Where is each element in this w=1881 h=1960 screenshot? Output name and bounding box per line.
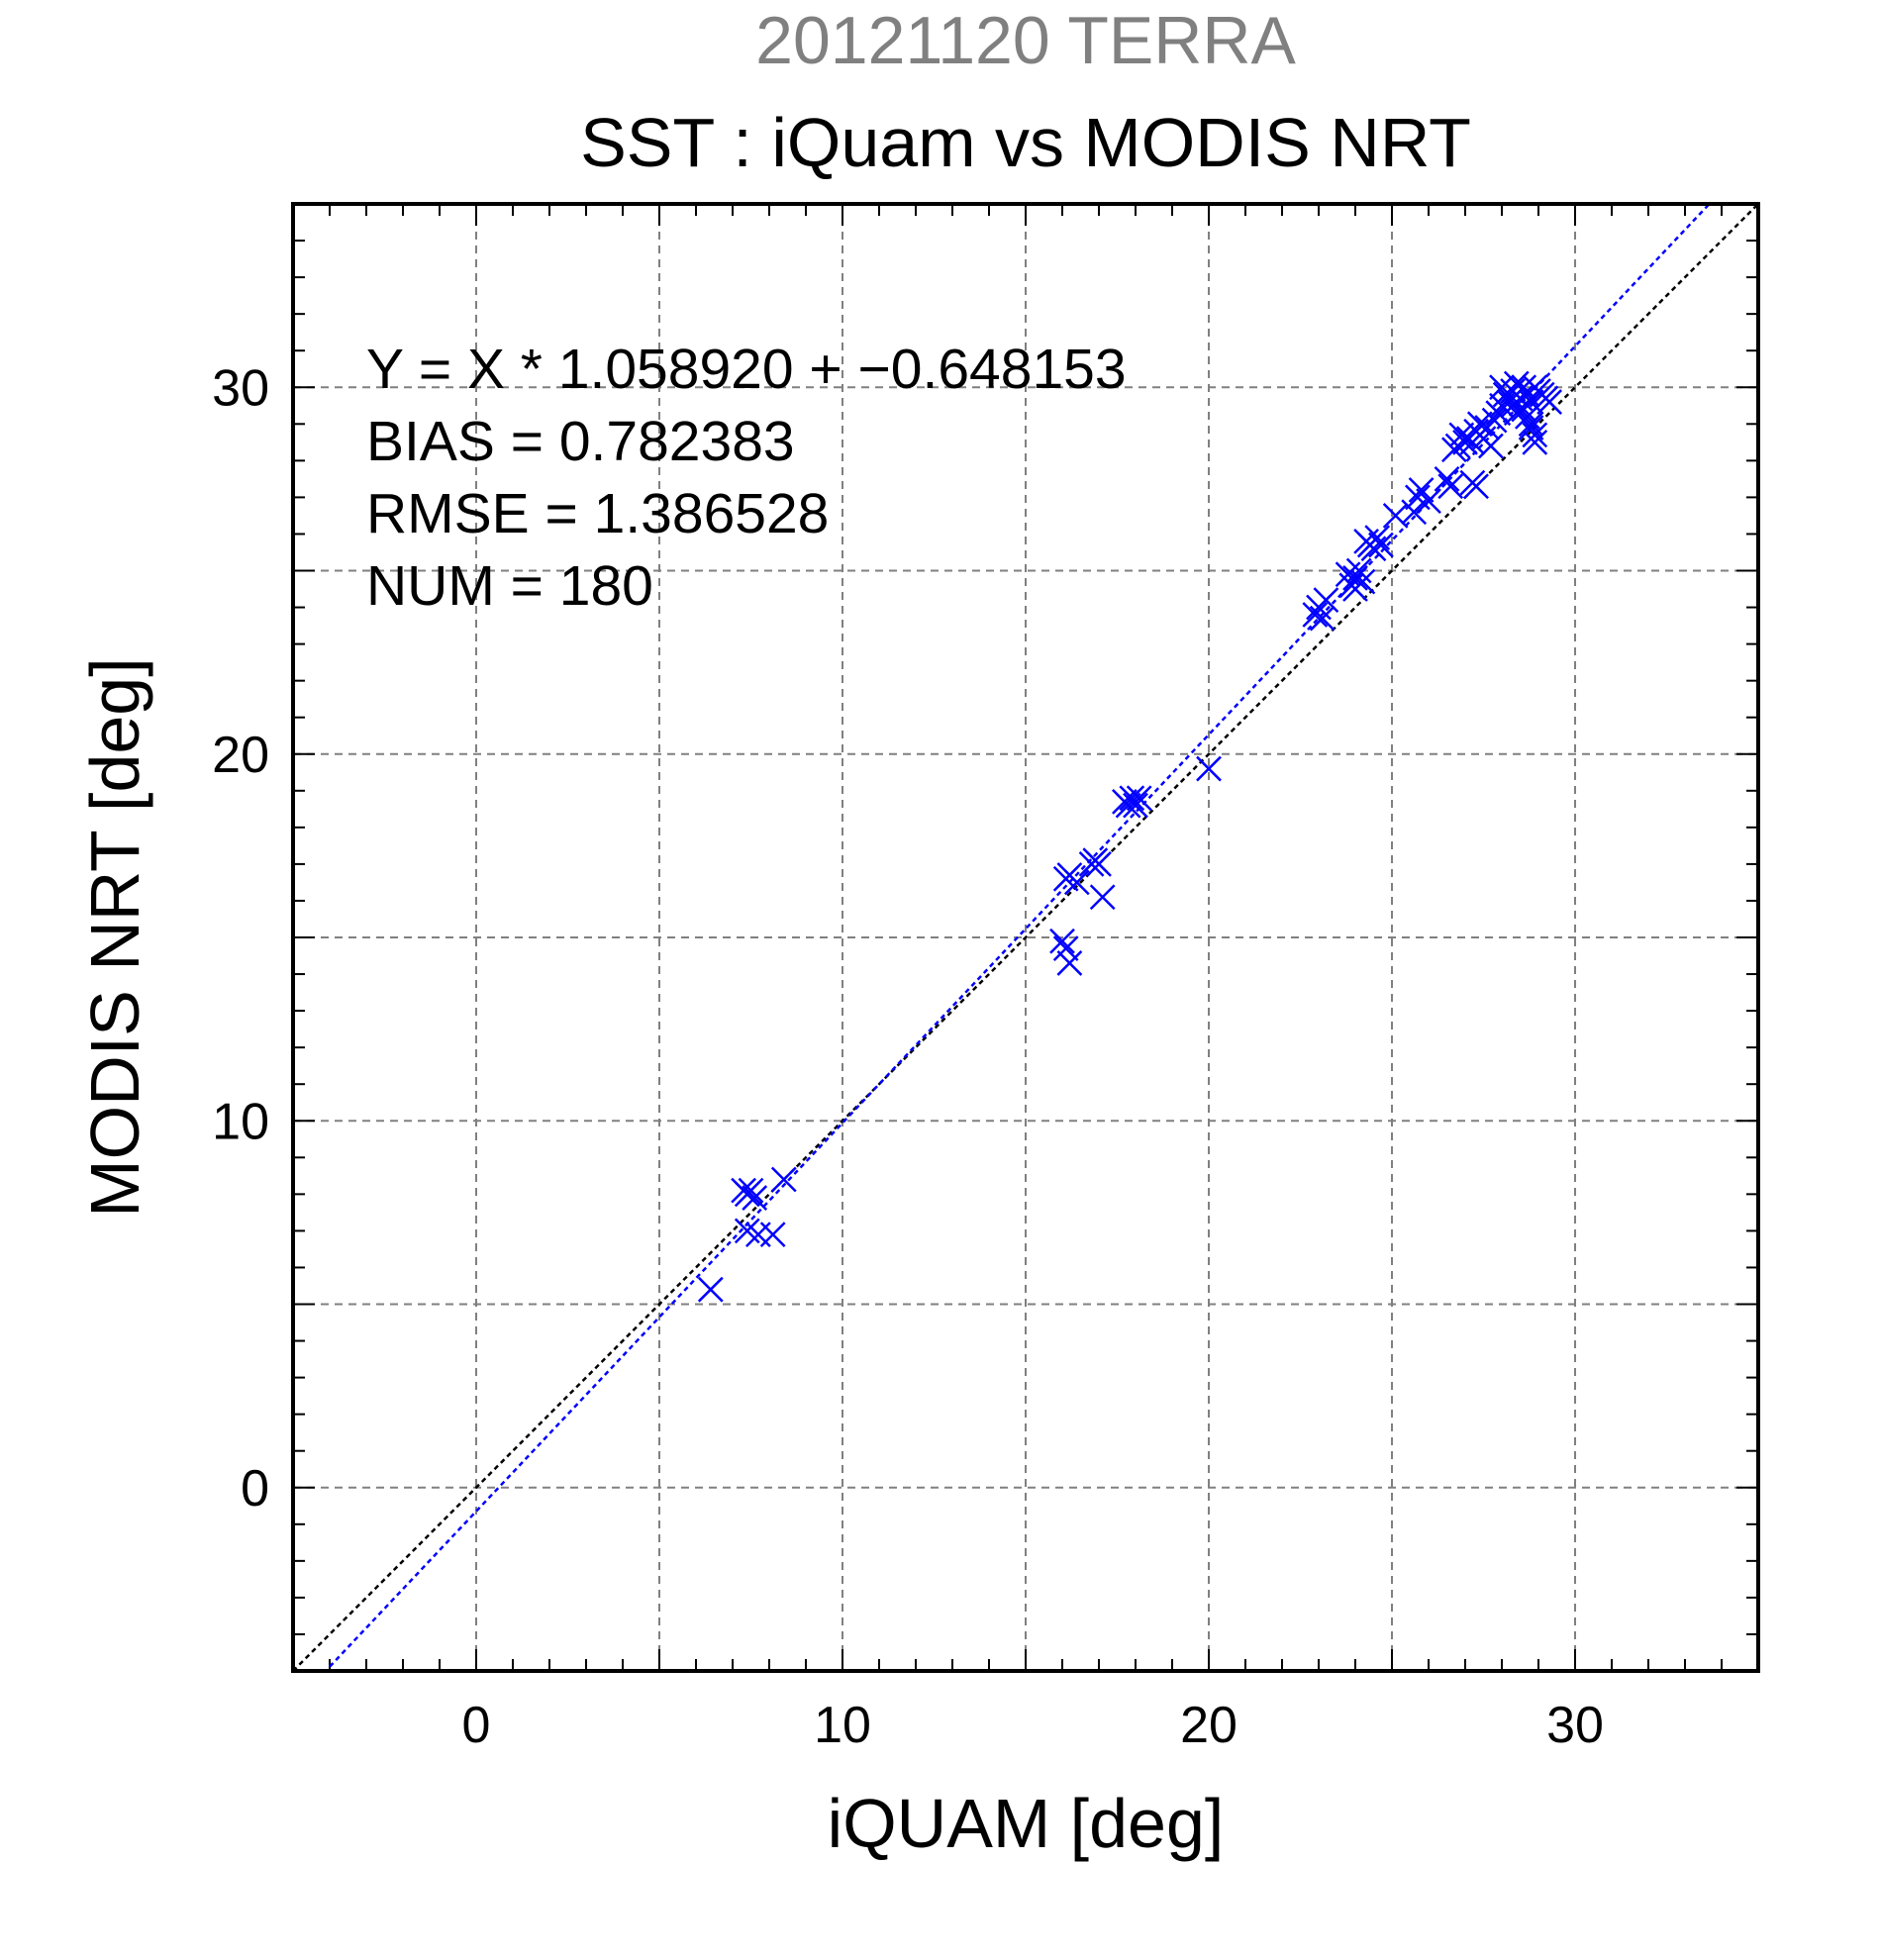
data-point — [1382, 503, 1409, 529]
y-tick-label: 30 — [212, 359, 269, 417]
data-point — [1463, 473, 1489, 500]
data-point — [1478, 433, 1504, 459]
data-point — [759, 1222, 786, 1247]
rmse-stat: RMSE = 1.386528 — [366, 482, 829, 545]
data-point — [770, 1166, 797, 1193]
data-point — [1089, 884, 1116, 911]
data-point — [1196, 755, 1222, 782]
x-tick-label: 10 — [814, 1697, 871, 1754]
data-point — [1119, 785, 1145, 812]
data-point — [1063, 869, 1090, 896]
data-points — [697, 370, 1562, 1303]
bias-stat: BIAS = 0.782383 — [366, 410, 795, 473]
reference-lines — [293, 204, 1758, 1671]
data-point — [1511, 374, 1537, 401]
data-point — [1056, 950, 1083, 976]
x-tick-label: 20 — [1180, 1697, 1238, 1754]
data-point — [1052, 935, 1079, 961]
stats-box: Y = X * 1.058920 + −0.648153 BIAS = 0.78… — [366, 338, 1127, 618]
data-point — [1536, 389, 1562, 415]
chart-subtitle: 20121120 TERRA — [755, 3, 1296, 78]
data-point — [1302, 602, 1329, 628]
x-axis-label: iQUAM [deg] — [828, 1785, 1225, 1862]
data-point — [1437, 473, 1464, 500]
data-point — [697, 1276, 724, 1303]
data-point — [1126, 785, 1152, 812]
data-point — [1466, 411, 1493, 438]
data-point — [1364, 525, 1391, 551]
data-point — [1434, 465, 1460, 492]
data-point — [1481, 407, 1508, 434]
plot-frame — [291, 202, 1760, 1673]
data-point — [742, 1185, 768, 1211]
identity-line — [293, 204, 1758, 1671]
data-point — [1408, 477, 1435, 503]
data-point — [1500, 392, 1526, 419]
data-point — [1416, 488, 1441, 514]
y-tick-label: 0 — [241, 1460, 269, 1518]
tick-labels: 0 10 20 30 0 10 20 30 — [212, 359, 1604, 1754]
x-tick-label: 30 — [1546, 1697, 1604, 1754]
data-point — [1115, 792, 1141, 819]
chart-title: SST : iQuam vs MODIS NRT — [580, 104, 1471, 181]
data-point — [1086, 851, 1112, 877]
data-point — [1448, 422, 1475, 448]
y-axis-label: MODIS NRT [deg] — [76, 657, 153, 1217]
regression-equation: Y = X * 1.058920 + −0.648153 — [366, 338, 1127, 401]
data-point — [1349, 568, 1376, 595]
x-tick-label: 0 — [462, 1697, 491, 1754]
count-stat: NUM = 180 — [366, 554, 653, 618]
data-point — [1368, 532, 1394, 558]
data-point — [1522, 422, 1548, 448]
data-point — [738, 1177, 764, 1204]
data-point — [1401, 499, 1428, 526]
y-tick-label: 20 — [212, 727, 269, 784]
y-tick-label: 10 — [212, 1093, 269, 1150]
data-point — [1342, 565, 1368, 591]
data-point — [1049, 928, 1075, 954]
data-point — [1313, 587, 1339, 614]
data-point — [1123, 792, 1148, 819]
data-point — [1522, 429, 1548, 455]
data-point — [1503, 400, 1530, 427]
